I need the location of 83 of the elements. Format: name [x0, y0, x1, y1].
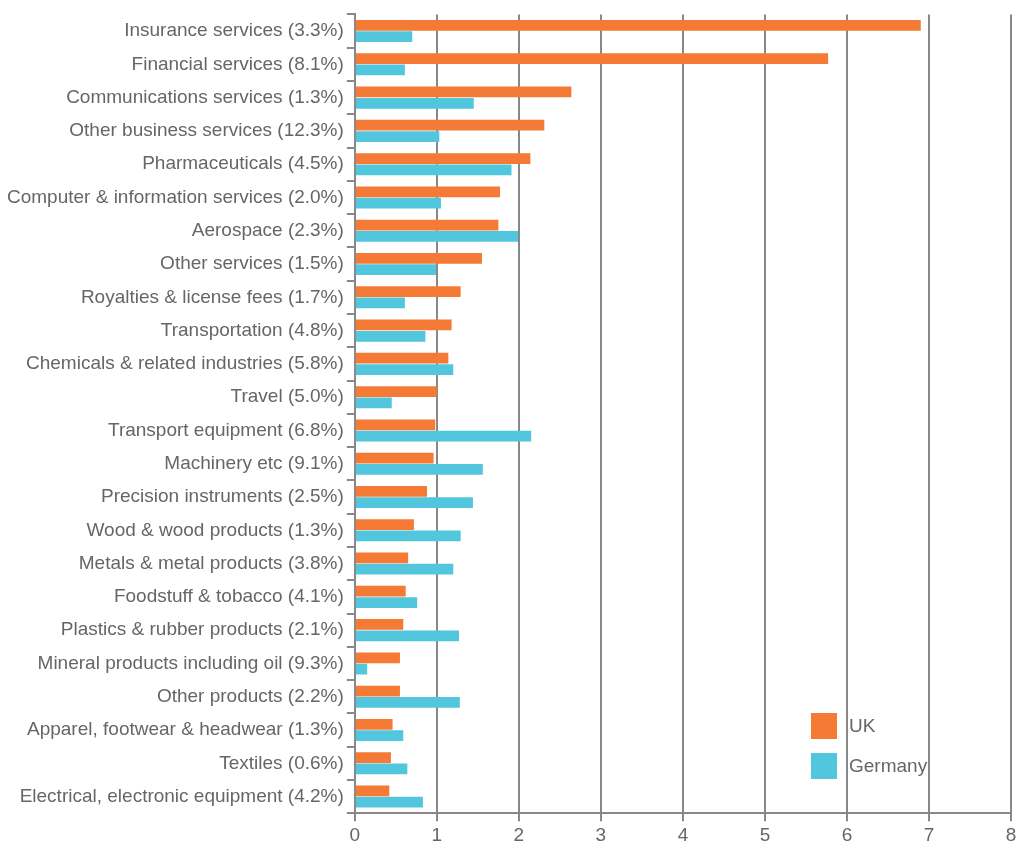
bar [355, 730, 404, 742]
y-tick-label: Other services (1.5%) [160, 252, 344, 274]
bar [355, 796, 423, 808]
bar [355, 397, 392, 409]
y-tick-label: Precision instruments (2.5%) [100, 485, 344, 507]
y-tick-label: Communications services (1.3%) [66, 85, 344, 107]
y-tick-label: Transport equipment (6.8%) [107, 418, 344, 440]
bar [355, 86, 572, 98]
bar [355, 252, 482, 264]
bar [355, 386, 437, 397]
y-tick-label: Apparel, footwear & headwear (1.3%) [27, 718, 344, 740]
bar [355, 231, 519, 242]
x-tick-label: 0 [349, 823, 361, 845]
bar [355, 286, 461, 298]
bar [355, 619, 404, 630]
x-tick-label: 8 [1005, 823, 1017, 845]
legend-label: Germany [849, 755, 928, 778]
y-tick-label: Mineral products including oil (9.3%) [37, 651, 344, 673]
bar [355, 585, 406, 597]
y-tick-label: Transportation (4.8%) [160, 318, 344, 340]
bar [355, 752, 391, 763]
bar [355, 297, 405, 309]
bar [355, 696, 460, 708]
y-tick-label: Insurance services (3.3%) [124, 19, 344, 41]
y-tick-label: Royalties & license fees (1.7%) [80, 285, 344, 307]
y-tick-label: Other business services (12.3%) [69, 119, 344, 141]
bar [355, 219, 499, 231]
y-tick-label: Plastics & rubber products (2.1%) [60, 618, 344, 640]
bar [355, 685, 400, 697]
bar [355, 430, 532, 442]
bar [355, 763, 408, 775]
bar [355, 718, 393, 730]
y-tick-label: Electrical, electronic equipment (4.2%) [19, 784, 344, 806]
bar [355, 419, 436, 431]
bar [355, 785, 390, 797]
bar [355, 552, 409, 564]
legend-label: UK [849, 715, 876, 738]
bar [355, 330, 426, 342]
x-tick-label: 7 [923, 823, 935, 845]
bar [355, 497, 473, 509]
y-tick-label: Metals & metal products (3.8%) [78, 551, 344, 573]
bar [355, 319, 452, 331]
bar [355, 53, 829, 65]
bar [355, 452, 434, 464]
y-tick-label: Computer & information services (2.0%) [7, 185, 344, 207]
x-tick-label: 5 [759, 823, 771, 845]
x-tick-label: 3 [595, 823, 607, 845]
y-tick-label: Foodstuff & tobacco (4.1%) [113, 585, 344, 607]
bar [355, 153, 531, 164]
bar [355, 519, 414, 531]
bar [355, 485, 428, 497]
y-tick-label: Other products (2.2%) [156, 684, 344, 706]
x-tick-label: 1 [431, 823, 443, 845]
bar [355, 597, 418, 608]
bar [355, 31, 413, 43]
y-tick-label: Wood & wood products (1.3%) [86, 518, 344, 540]
y-tick-label: Pharmaceuticals (4.5%) [142, 152, 344, 174]
bar [355, 64, 405, 76]
bar [355, 352, 449, 364]
x-tick-label: 4 [677, 823, 689, 845]
bar [355, 630, 460, 642]
bar [355, 464, 483, 475]
x-tick-label: 6 [841, 823, 853, 845]
bar [355, 119, 545, 131]
bar [355, 186, 501, 198]
y-tick-label: Travel (5.0%) [230, 385, 344, 407]
y-tick-label: Chemicals & related industries (5.8%) [25, 352, 344, 374]
bar [355, 563, 454, 575]
bar [355, 20, 921, 31]
bar [355, 530, 461, 542]
bar [355, 131, 440, 142]
bar [355, 97, 474, 109]
y-tick-label: Textiles (0.6%) [219, 751, 344, 773]
bar [355, 652, 400, 664]
bar [355, 663, 368, 675]
y-tick-label: Machinery etc (9.1%) [164, 451, 344, 473]
bar [355, 364, 454, 375]
bar [355, 197, 441, 209]
bar [355, 264, 437, 276]
x-tick-label: 2 [513, 823, 525, 845]
y-tick-label: Aerospace (2.3%) [191, 218, 344, 240]
bar [355, 164, 512, 176]
y-tick-label: Financial services (8.1%) [131, 52, 344, 74]
